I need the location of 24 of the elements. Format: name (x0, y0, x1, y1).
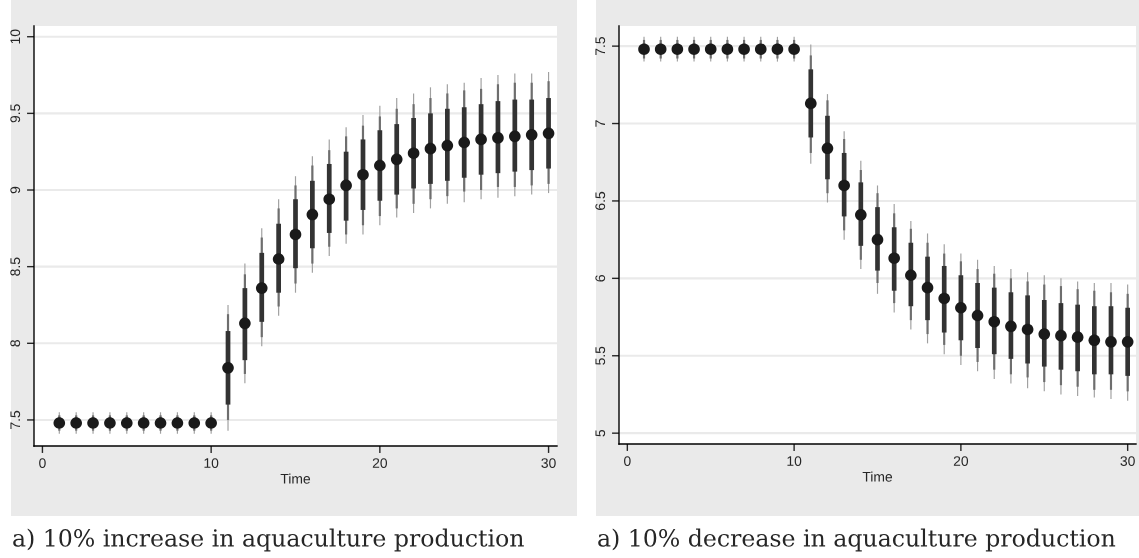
x-tick-label: 0 (39, 458, 46, 469)
x-tick-label: 20 (953, 456, 969, 467)
y-tick-label: 10 (10, 29, 21, 44)
x-tick-label: 30 (541, 458, 556, 469)
text: a) 10% decrease in aquaculture production (598, 528, 1116, 552)
x-tick-label: 10 (787, 456, 802, 467)
y-tick-label: 9.5 (10, 104, 21, 123)
y-tick-label: 7 (595, 120, 606, 127)
y-tick-label: 6.5 (595, 191, 606, 210)
x-tick-label: 20 (372, 458, 388, 469)
y-tick-label: 7.5 (595, 37, 606, 56)
y-tick-label: 7.5 (10, 410, 21, 429)
x-tick-label: 0 (624, 456, 631, 467)
y-tick-label: 8 (10, 340, 21, 347)
y-tick-label: 5.5 (595, 346, 606, 365)
text: a) 10% increase in aquaculture production (13, 528, 524, 552)
x-axis-title: Time (862, 471, 893, 482)
x-tick-label: 30 (1120, 456, 1135, 467)
x-tick-label: 10 (204, 458, 219, 469)
y-tick-label: 5 (595, 429, 606, 437)
x-axis-title: Time (280, 473, 311, 484)
y-tick-label: 9 (10, 186, 21, 194)
y-tick-label: 6 (595, 275, 606, 282)
y-tick-label: 8.5 (10, 257, 21, 276)
